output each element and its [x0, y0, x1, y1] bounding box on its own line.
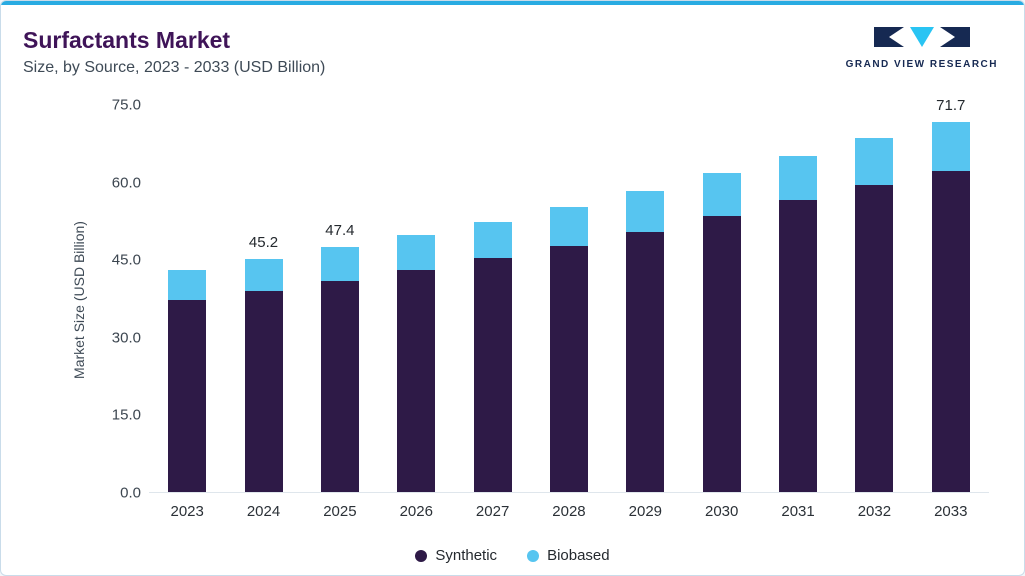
bar-synthetic	[320, 280, 359, 492]
y-tick-label: 0.0	[120, 484, 141, 502]
bar-synthetic	[702, 215, 741, 492]
bar-biobased	[626, 190, 665, 232]
bar-stack: 47.4	[320, 222, 359, 492]
y-tick-label: 75.0	[111, 96, 141, 114]
plot-area: 45.2 47.4 71.7	[149, 97, 989, 493]
y-axis: 0.0 15.0 30.0 45.0 60.0 75.0	[91, 97, 141, 502]
legend-swatch	[527, 549, 540, 562]
x-tick-label: 2029	[628, 503, 663, 520]
legend-label: Synthetic	[435, 547, 498, 564]
bar-group	[836, 105, 912, 492]
x-tick-label: 2025	[323, 503, 357, 520]
bar-biobased	[855, 137, 894, 185]
bar-stack: 45.2	[244, 234, 283, 492]
bar-stack	[549, 207, 588, 492]
bar-biobased	[549, 207, 588, 246]
bar-group	[531, 105, 607, 492]
top-accent-bar	[1, 1, 1024, 5]
x-tick-label: 2023	[170, 503, 204, 520]
y-tick-label: 45.0	[111, 251, 141, 269]
bar-synthetic	[473, 257, 512, 492]
grand-view-research-logo: GRAND VIEW RESEARCH	[846, 27, 998, 70]
bar-group	[760, 105, 836, 492]
y-axis-title: Market Size (USD Billion)	[71, 221, 87, 379]
x-tick-label: 2026	[399, 503, 433, 520]
bar-biobased	[320, 247, 359, 281]
bars-container: 45.2 47.4 71.7	[149, 97, 989, 492]
bar-value-label: 47.4	[325, 222, 355, 240]
bar-stack	[473, 221, 512, 492]
legend-swatch	[415, 549, 428, 562]
bar-group	[454, 105, 530, 492]
bar-synthetic	[779, 199, 818, 492]
bar-group	[684, 105, 760, 492]
bar-group: 47.4	[302, 105, 378, 492]
bar-synthetic	[244, 290, 283, 492]
bar-stack	[702, 173, 741, 492]
bar-synthetic	[626, 231, 665, 492]
bar-group: 45.2	[225, 105, 301, 492]
x-tick-label: 2031	[781, 503, 815, 520]
bar-biobased	[244, 258, 283, 291]
x-tick-label: 2028	[552, 503, 586, 520]
bar-synthetic	[931, 170, 970, 492]
x-axis: 2023 2024 2025 2026 2027 2028 2029 2030 2031 2032…	[149, 503, 989, 520]
x-tick-label: 2030	[705, 503, 739, 520]
bar-stack	[626, 190, 665, 492]
y-tick-label: 15.0	[111, 406, 141, 424]
y-tick-label: 60.0	[111, 174, 141, 192]
bar-value-label: 45.2	[248, 233, 279, 251]
bar-group	[607, 105, 683, 492]
logo-text: GRAND VIEW RESEARCH	[845, 59, 998, 70]
bar-stack	[397, 235, 436, 492]
bar-synthetic	[549, 245, 588, 492]
bar-stack	[855, 137, 894, 492]
bar-biobased	[931, 122, 970, 171]
bar-biobased	[702, 173, 741, 216]
chart-subtitle: Size, by Source, 2023 - 2033 (USD Billio…	[23, 59, 326, 76]
bar-group	[149, 105, 225, 492]
legend-item: Synthetic	[415, 547, 497, 564]
logo-mark-icon	[873, 27, 970, 54]
bar-group: 71.7	[913, 97, 989, 492]
legend: Synthetic Biobased	[1, 547, 1024, 564]
bar-synthetic	[855, 184, 894, 492]
bar-synthetic	[168, 299, 207, 492]
x-tick-label: 2033	[934, 503, 968, 520]
bar-synthetic	[397, 269, 436, 492]
x-tick-label: 2027	[475, 503, 510, 520]
x-tick-label: 2024	[246, 503, 281, 520]
bar-stack: 71.7	[931, 97, 970, 492]
bar-biobased	[779, 155, 818, 200]
bar-biobased	[168, 269, 207, 300]
bar-group	[378, 105, 454, 492]
bar-value-label: 71.7	[936, 97, 966, 115]
y-tick-label: 30.0	[111, 329, 141, 347]
bar-biobased	[473, 221, 512, 258]
bar-stack	[779, 155, 818, 492]
legend-item: Biobased	[527, 547, 610, 564]
bar-biobased	[397, 235, 436, 270]
chart-title: Surfactants Market	[23, 27, 231, 53]
x-tick-label: 2032	[857, 503, 892, 520]
legend-label: Biobased	[547, 547, 610, 564]
bar-stack	[168, 269, 207, 492]
